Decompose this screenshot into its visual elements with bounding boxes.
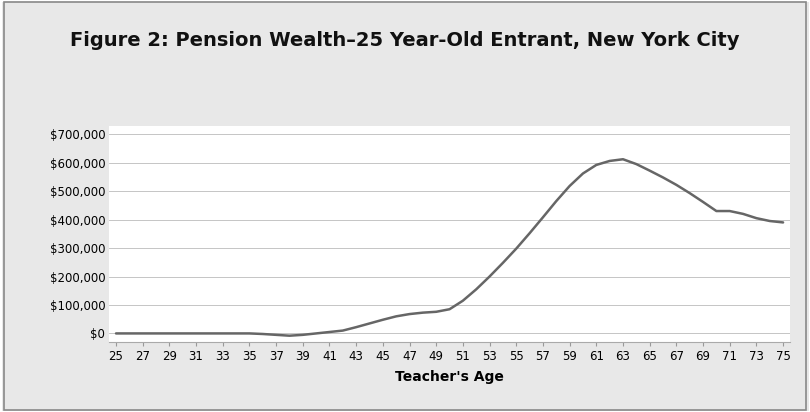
Text: Figure 2: Pension Wealth–25 Year-Old Entrant, New York City: Figure 2: Pension Wealth–25 Year-Old Ent… xyxy=(70,30,740,50)
X-axis label: Teacher's Age: Teacher's Age xyxy=(395,370,504,384)
